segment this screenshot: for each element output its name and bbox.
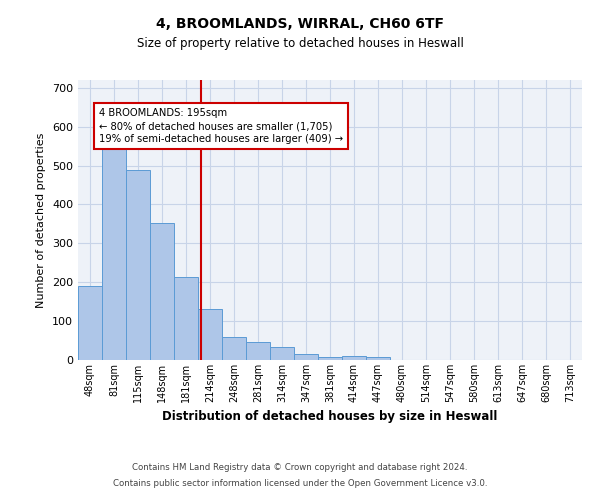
Bar — [294, 354, 318, 360]
Text: Size of property relative to detached houses in Heswall: Size of property relative to detached ho… — [137, 38, 463, 51]
Text: Contains HM Land Registry data © Crown copyright and database right 2024.: Contains HM Land Registry data © Crown c… — [132, 464, 468, 472]
Bar — [198, 310, 222, 360]
Bar — [222, 338, 246, 360]
Bar — [78, 286, 102, 360]
Bar — [246, 342, 270, 360]
Bar — [318, 357, 342, 360]
Bar — [126, 170, 150, 360]
Text: 4, BROOMLANDS, WIRRAL, CH60 6TF: 4, BROOMLANDS, WIRRAL, CH60 6TF — [156, 18, 444, 32]
Bar — [102, 136, 126, 360]
Bar — [150, 222, 174, 360]
Bar — [174, 277, 198, 360]
Bar — [270, 347, 294, 360]
X-axis label: Distribution of detached houses by size in Heswall: Distribution of detached houses by size … — [163, 410, 497, 424]
Text: 4 BROOMLANDS: 195sqm
← 80% of detached houses are smaller (1,705)
19% of semi-de: 4 BROOMLANDS: 195sqm ← 80% of detached h… — [99, 108, 343, 144]
Bar — [366, 358, 390, 360]
Y-axis label: Number of detached properties: Number of detached properties — [37, 132, 46, 308]
Text: Contains public sector information licensed under the Open Government Licence v3: Contains public sector information licen… — [113, 478, 487, 488]
Bar — [342, 356, 366, 360]
